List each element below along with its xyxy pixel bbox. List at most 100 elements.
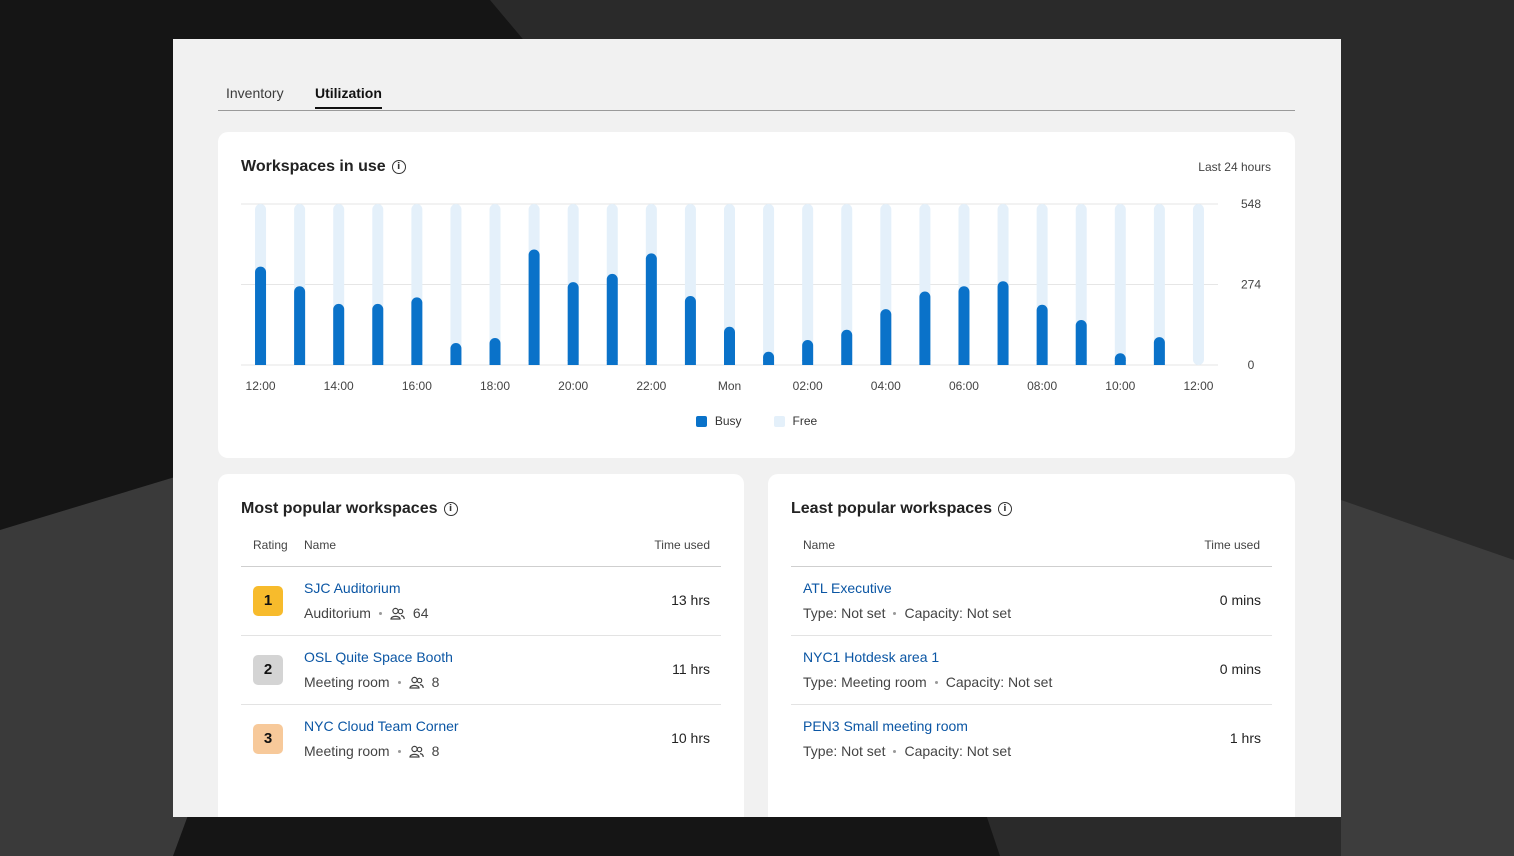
- separator-dot: [397, 680, 401, 684]
- bar-busy: [645, 253, 657, 365]
- workspace-type: Meeting room: [304, 743, 390, 759]
- bar-busy-base: [567, 360, 579, 365]
- column-header-rating: Rating: [253, 538, 288, 552]
- time-used-value: 0 mins: [1219, 592, 1261, 608]
- bar-busy-base: [763, 360, 775, 365]
- legend-label-busy: Busy: [714, 414, 742, 428]
- workspace-name-link[interactable]: OSL Quite Space Booth: [304, 649, 453, 665]
- bar-free: [450, 204, 462, 365]
- workspace-name-link[interactable]: SJC Auditorium: [304, 580, 401, 596]
- table-row[interactable]: 3 NYC Cloud Team Corner Meeting room 8 1…: [241, 704, 721, 773]
- x-tick-label: 10:00: [1105, 379, 1135, 393]
- bar-busy-base: [724, 360, 735, 365]
- bar-free: [802, 204, 814, 365]
- bar-busy: [528, 249, 540, 365]
- workspace-meta: Meeting room 8: [304, 743, 439, 759]
- tab-bar: Inventory Utilization: [218, 77, 1295, 111]
- table-row[interactable]: ATL Executive Type: Not set Capacity: No…: [791, 566, 1272, 635]
- workspace-meta: Type: Meeting room Capacity: Not set: [803, 674, 1052, 690]
- legend-swatch-free: [773, 415, 785, 427]
- bar-busy: [1153, 337, 1165, 365]
- x-tick-label: 18:00: [480, 379, 510, 393]
- people-icon: [390, 607, 405, 620]
- tab-inventory[interactable]: Inventory: [226, 85, 284, 101]
- x-tick-label: 16:00: [402, 379, 432, 393]
- table-row[interactable]: PEN3 Small meeting room Type: Not set Ca…: [791, 704, 1272, 773]
- workspace-name-link[interactable]: PEN3 Small meeting room: [803, 718, 968, 734]
- workspaces-in-use-title: Workspaces in use i: [241, 158, 406, 176]
- legend-item-busy: Busy: [695, 414, 742, 428]
- least-popular-card: Least popular workspaces i Name Time use…: [768, 474, 1295, 817]
- workspace-capacity: 8: [431, 743, 440, 759]
- bar-busy-base: [841, 360, 853, 365]
- x-tick-label: 06:00: [949, 379, 979, 393]
- time-range-label[interactable]: Last 24 hours: [1198, 160, 1271, 174]
- header-divider: [241, 566, 721, 567]
- table-row[interactable]: NYC1 Hotdesk area 1 Type: Meeting room C…: [791, 635, 1272, 704]
- x-tick-label: Mon: [718, 379, 741, 393]
- info-icon[interactable]: i: [391, 160, 406, 174]
- workspaces-in-use-title-text: Workspaces in use: [241, 158, 386, 175]
- column-header-time-used: Time used: [654, 538, 710, 552]
- bar-busy-base: [372, 360, 384, 365]
- bar-busy: [567, 282, 579, 365]
- chart-legend: Busy Free: [218, 414, 1295, 428]
- workspace-capacity: Capacity: Not set: [904, 605, 1012, 621]
- people-icon: [408, 745, 424, 758]
- table-row[interactable]: 1 SJC Auditorium Auditorium 64 13 hrs: [241, 566, 721, 635]
- x-tick-label: 14:00: [324, 379, 354, 393]
- people-icon: [408, 676, 424, 689]
- bar-busy: [450, 342, 462, 365]
- bar-busy-base: [489, 360, 501, 365]
- bar-busy: [684, 295, 696, 365]
- x-tick-label: 02:00: [793, 379, 823, 393]
- workspace-type: Type: Not set: [803, 743, 886, 759]
- table-row[interactable]: 2 OSL Quite Space Booth Meeting room 8 1…: [241, 635, 721, 704]
- info-icon[interactable]: i: [997, 502, 1012, 516]
- bar-free: [489, 204, 501, 365]
- workspace-type: Type: Meeting room: [803, 674, 927, 690]
- legend-item-free: Free: [773, 414, 817, 428]
- bar-busy-base: [606, 360, 618, 365]
- workspace-capacity: 8: [431, 674, 440, 690]
- bar-busy-base: [880, 360, 892, 365]
- legend-swatch-busy: [695, 415, 707, 427]
- most-popular-card: Most popular workspaces i Rating Name Ti…: [218, 474, 744, 817]
- bar-busy-base: [997, 360, 1009, 365]
- y-tick-label: 274: [1241, 278, 1261, 292]
- time-used-value: 13 hrs: [671, 592, 710, 608]
- workspace-type: Type: Not set: [803, 605, 886, 621]
- workspace-name-link[interactable]: NYC1 Hotdesk area 1: [803, 649, 940, 665]
- bar-busy: [606, 273, 618, 365]
- bar-free: [1114, 204, 1126, 365]
- x-tick-label: 12:00: [1183, 379, 1213, 393]
- bar-busy: [802, 340, 814, 365]
- workspace-meta: Type: Not set Capacity: Not set: [803, 605, 1011, 621]
- bar-busy: [1036, 304, 1048, 365]
- workspace-name-link[interactable]: ATL Executive: [803, 580, 892, 596]
- bar-busy-base: [919, 360, 931, 365]
- info-icon[interactable]: i: [443, 502, 458, 516]
- bar-busy: [411, 297, 423, 365]
- workspace-capacity: Capacity: Not set: [904, 743, 1012, 759]
- bar-busy: [1075, 320, 1087, 365]
- row-divider: [791, 704, 1272, 705]
- row-divider: [241, 704, 721, 705]
- header-divider: [791, 566, 1272, 567]
- x-tick-label: 12:00: [246, 379, 276, 393]
- bar-busy: [333, 303, 345, 365]
- time-used-value: 11 hrs: [672, 661, 710, 677]
- utilization-window: Inventory Utilization Workspaces in use …: [173, 39, 1341, 817]
- workspaces-bar-chart: 0 274 548 12:00 14:00 16:00 18:00 20:00 22:00 Mon…: [241, 197, 1261, 393]
- x-tick-label: 08:00: [1027, 379, 1057, 393]
- bar-busy-base: [802, 360, 814, 365]
- bar-busy: [880, 309, 892, 365]
- most-popular-title-text: Most popular workspaces: [241, 500, 438, 517]
- workspace-name-link[interactable]: NYC Cloud Team Corner: [304, 718, 459, 734]
- bar-busy-base: [528, 360, 540, 365]
- tab-utilization[interactable]: Utilization: [315, 85, 382, 109]
- workspaces-in-use-card: Workspaces in use i Last 24 hours 0 274 54…: [218, 132, 1295, 458]
- workspace-type: Meeting room: [304, 674, 390, 690]
- bar-busy: [997, 281, 1009, 365]
- bar-busy: [372, 303, 384, 365]
